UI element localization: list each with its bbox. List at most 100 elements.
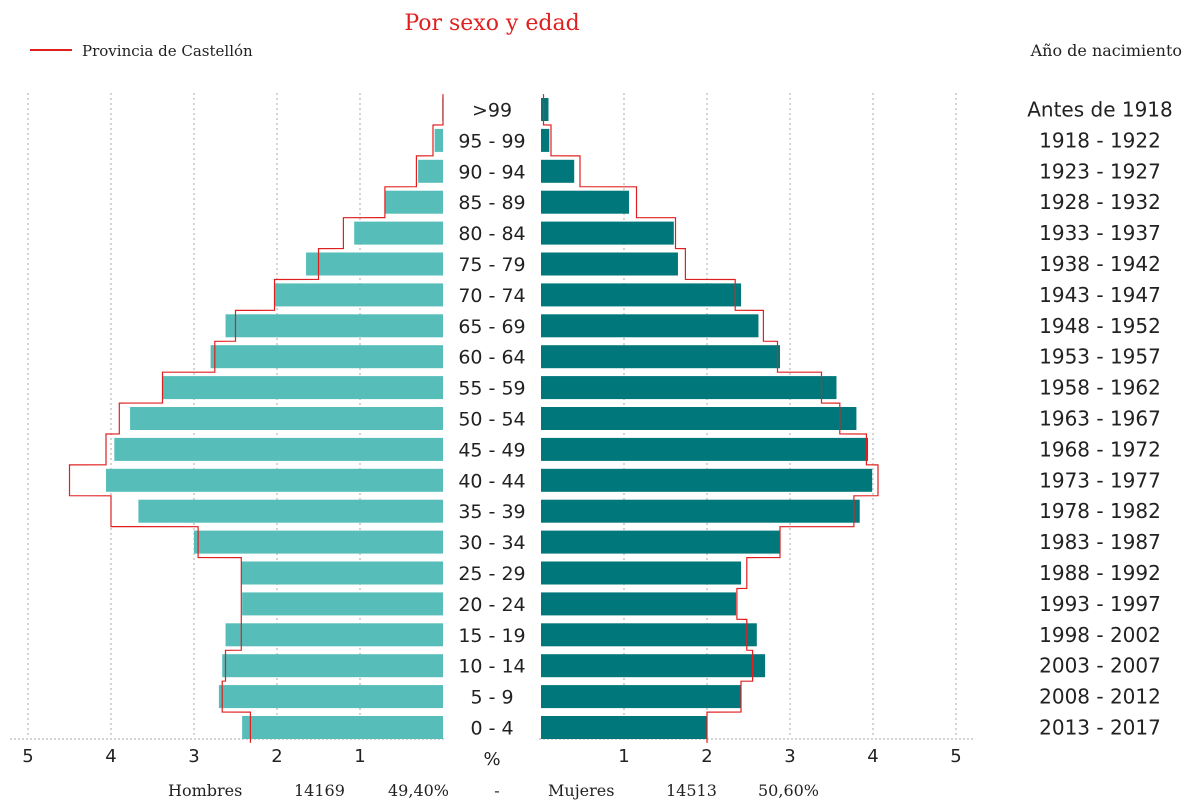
women-percentage: 50,60% [758, 781, 819, 800]
age-group-label: 35 - 39 [458, 501, 525, 523]
age-group-label: 65 - 69 [458, 316, 525, 338]
age-group-label: 75 - 79 [458, 254, 525, 276]
age-group-label: 0 - 4 [470, 718, 513, 740]
bar-mujeres [541, 561, 742, 585]
birth-year-label: 1923 - 1927 [1039, 159, 1161, 183]
footer-separator: - [494, 781, 499, 800]
age-group-label: 90 - 94 [458, 161, 525, 183]
birth-year-label: 1938 - 1942 [1039, 252, 1161, 276]
birth-year-label: 1963 - 1967 [1039, 407, 1161, 431]
bar-mujeres [541, 252, 678, 276]
age-group-label: 60 - 64 [458, 347, 525, 369]
bar-mujeres [541, 128, 550, 152]
bar-mujeres [541, 592, 737, 616]
birth-year-label: 1953 - 1957 [1039, 345, 1161, 369]
footer-summary: Hombres 14169 49,40% - Mujeres 14513 50,… [168, 781, 819, 800]
bar-mujeres [541, 283, 742, 307]
bar-mujeres [541, 468, 873, 492]
x-tick-right-5: 5 [950, 746, 961, 767]
bar-mujeres [541, 159, 575, 183]
bar-hombres [306, 252, 443, 276]
bar-hombres [225, 314, 443, 338]
bar-mujeres [541, 376, 837, 400]
x-tick-left-4: 4 [105, 746, 116, 767]
bar-hombres [418, 159, 443, 183]
birth-year-label: 2003 - 2007 [1039, 654, 1161, 678]
bar-mujeres [541, 499, 860, 523]
x-tick-right-2: 2 [701, 746, 712, 767]
x-tick-right-3: 3 [784, 746, 795, 767]
x-tick-right-4: 4 [867, 746, 878, 767]
age-group-label: 10 - 14 [458, 656, 525, 678]
birth-year-label: 1983 - 1987 [1039, 530, 1161, 554]
bar-hombres [210, 345, 443, 369]
bar-mujeres [541, 437, 869, 461]
age-group-label: 30 - 34 [458, 532, 525, 554]
x-tick-left-5: 5 [22, 746, 33, 767]
birth-year-header: Año de nacimiento [1030, 41, 1182, 60]
bar-hombres [274, 283, 443, 307]
bar-hombres [218, 685, 443, 709]
birth-year-label: Antes de 1918 [1027, 98, 1173, 122]
bar-mujeres [541, 407, 857, 430]
birth-year-label: 2013 - 2017 [1039, 716, 1161, 740]
birth-year-label: 1918 - 1922 [1039, 128, 1161, 152]
men-count: 14169 [294, 781, 345, 800]
bar-mujeres [541, 221, 674, 245]
bar-hombres [222, 654, 443, 678]
bar-mujeres [541, 530, 781, 554]
age-group-label: 40 - 44 [458, 470, 525, 492]
age-group-label: 95 - 99 [458, 130, 525, 152]
legend-label: Provincia de Castellón [82, 42, 253, 60]
birth-year-label: 1973 - 1977 [1039, 468, 1161, 492]
birth-year-label: 1948 - 1952 [1039, 314, 1161, 338]
bar-hombres [225, 623, 443, 647]
age-group-label: 20 - 24 [458, 594, 525, 616]
birth-year-label: 1988 - 1992 [1039, 561, 1161, 585]
age-group-label: 5 - 9 [470, 687, 513, 709]
age-group-label: 25 - 29 [458, 563, 525, 585]
bar-mujeres [541, 345, 781, 369]
birth-year-label: 1998 - 2002 [1039, 623, 1161, 647]
unit-label: % [483, 749, 500, 770]
bar-hombres [162, 376, 443, 400]
bar-hombres [138, 499, 443, 523]
age-group-label: 70 - 74 [458, 285, 525, 307]
birth-year-label: 1978 - 1982 [1039, 499, 1161, 523]
birth-year-label: 2008 - 2012 [1039, 685, 1161, 709]
bar-mujeres [541, 685, 742, 709]
birth-year-label: 1933 - 1937 [1039, 221, 1161, 245]
chart-title: Por sexo y edad [404, 11, 579, 36]
bar-mujeres [541, 654, 766, 678]
bar-hombres [241, 561, 443, 585]
bar-mujeres [541, 98, 549, 121]
bar-hombres [242, 716, 443, 739]
age-group-label: 45 - 49 [458, 439, 525, 461]
bar-mujeres [541, 190, 629, 214]
x-tick-right-1: 1 [618, 746, 629, 767]
birth-year-label: 1943 - 1947 [1039, 283, 1161, 307]
age-group-label: 80 - 84 [458, 223, 525, 245]
bar-hombres [114, 437, 443, 461]
bar-hombres [242, 592, 443, 616]
women-label: Mujeres [548, 781, 614, 800]
reference-outline-hombres [68, 94, 444, 743]
birth-year-label: 1928 - 1932 [1039, 190, 1161, 214]
bar-mujeres [541, 314, 759, 338]
legend: Provincia de Castellón [30, 42, 253, 60]
birth-year-label: 1993 - 1997 [1039, 592, 1161, 616]
x-tick-left-2: 2 [271, 746, 282, 767]
bar-hombres [354, 221, 443, 245]
age-group-label: 85 - 89 [458, 192, 525, 214]
bar-hombres [434, 128, 443, 152]
x-tick-left-3: 3 [188, 746, 199, 767]
birth-year-label: 1968 - 1972 [1039, 437, 1161, 461]
men-label: Hombres [168, 781, 242, 800]
women-count: 14513 [666, 781, 717, 800]
men-percentage: 49,40% [388, 781, 449, 800]
age-group-label: 50 - 54 [458, 409, 525, 431]
bar-hombres [130, 407, 443, 430]
bar-hombres [106, 468, 444, 492]
age-group-label: 55 - 59 [458, 378, 525, 400]
